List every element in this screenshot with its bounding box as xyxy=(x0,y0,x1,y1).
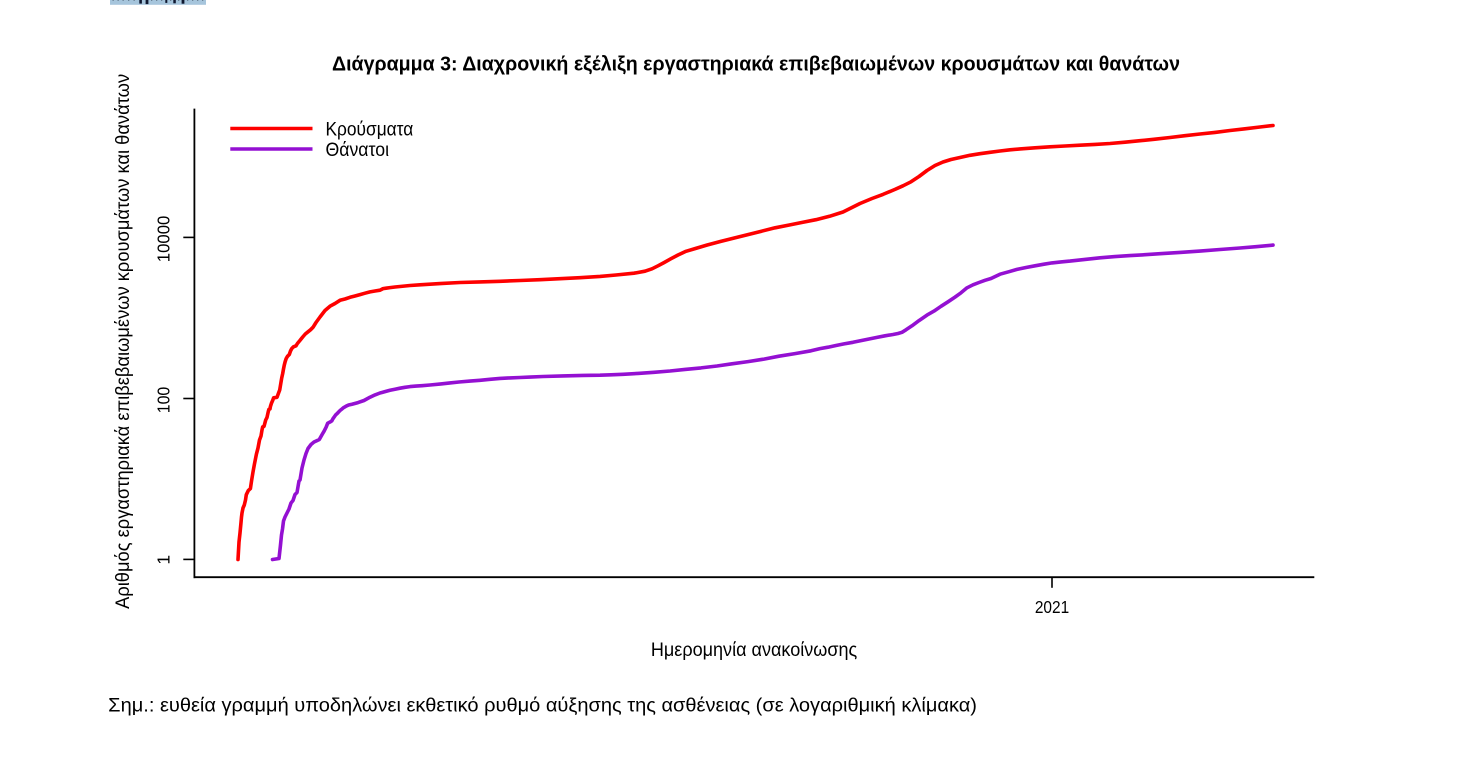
svg-text:Ημερομηνία ανακοίνωσης: Ημερομηνία ανακοίνωσης xyxy=(651,639,857,661)
svg-text:100: 100 xyxy=(154,387,174,414)
svg-text:2021: 2021 xyxy=(1035,597,1069,617)
svg-text:10000: 10000 xyxy=(154,215,174,262)
svg-text:Διάγραμμα 3: Διαχρονική εξέλιξ: Διάγραμμα 3: Διαχρονική εξέλιξη εργαστηρ… xyxy=(332,54,1180,76)
svg-text:Αριθμός εργαστηριακά επιβεβαιω: Αριθμός εργαστηριακά επιβεβαιωμένων κρου… xyxy=(112,74,134,609)
svg-text:Σημ.: ευθεία γραμμή υποδηλώνει: Σημ.: ευθεία γραμμή υποδηλώνει εκθετικό … xyxy=(108,696,977,717)
svg-text:Θάνατοι: Θάνατοι xyxy=(326,139,390,161)
svg-text:Κρούσματα: Κρούσματα xyxy=(326,119,414,141)
svg-text:1: 1 xyxy=(154,555,174,565)
